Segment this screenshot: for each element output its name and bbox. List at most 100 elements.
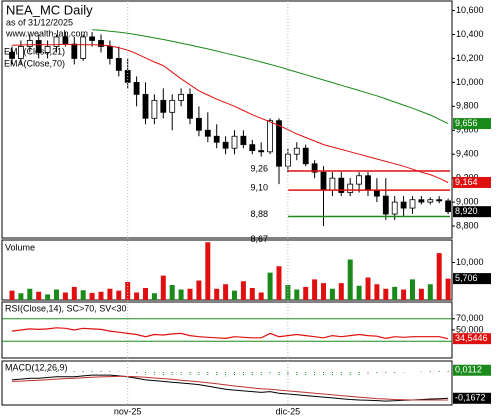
candle-body (222, 141, 229, 149)
level-label: 8,88 (250, 209, 268, 219)
level-label: 8,67 (250, 234, 268, 244)
volume-bar (240, 281, 246, 300)
candle-body (187, 93, 193, 119)
volume-bar (125, 282, 131, 300)
candle-body (311, 163, 318, 173)
candle-body (427, 199, 434, 203)
volume-bar (445, 278, 451, 300)
ema-line (92, 29, 449, 125)
x-tick-label: dic-25 (276, 406, 301, 416)
volume-bar (9, 290, 15, 300)
volume-bar (401, 289, 407, 300)
candle-body (160, 99, 167, 113)
volume-bar (54, 289, 59, 300)
candle-body (169, 99, 176, 113)
candle-body (115, 58, 122, 71)
last-value-label: 5,706 (455, 273, 478, 283)
volume-bar (151, 293, 157, 300)
volume-bar (392, 286, 398, 300)
volume-bar (98, 291, 104, 300)
volume-bar (160, 275, 166, 300)
candle-body (382, 195, 389, 215)
volume-bar (18, 293, 24, 300)
candle-body (445, 200, 452, 213)
last-value-label: 0,0112 (455, 365, 482, 375)
last-value-label: -0,1672 (455, 393, 486, 403)
last-value-label-box (453, 273, 491, 285)
volume-bar (223, 284, 229, 300)
level-label: 9,10 (250, 182, 268, 192)
x-tick-label: nov-25 (114, 406, 142, 416)
last-value-label-box (453, 206, 491, 218)
volume-bar (249, 288, 255, 300)
last-value-label-box (453, 392, 491, 404)
volume-bar (303, 286, 309, 300)
candle-body (302, 147, 309, 165)
candle-body (231, 135, 238, 149)
candle-body (178, 93, 185, 101)
y-tick-label: 10,400 (456, 29, 484, 39)
volume-bar (418, 288, 424, 300)
chart-title: NEA_MC Daily (6, 2, 93, 17)
last-value-label-box (453, 333, 491, 345)
last-value-label-box (453, 364, 491, 376)
candle-body (320, 171, 327, 191)
volume-bar (62, 292, 68, 300)
ema-line (11, 43, 449, 183)
last-value-label: 9,164 (455, 177, 478, 187)
y-tick-label: 10,600 (456, 5, 484, 15)
volume-bar (116, 290, 122, 300)
volume-bar (383, 288, 389, 300)
candle-body (89, 36, 95, 41)
last-value-label: 8,920 (455, 206, 478, 216)
candle-body (17, 46, 24, 59)
panel-title: RSI(Close,14), SC>70, SV<30 (5, 303, 127, 313)
legend-entry: EMA(Close,21) (4, 46, 65, 56)
candle-body (249, 144, 256, 152)
y-tick-label: 10,200 (456, 53, 484, 63)
candle-body (62, 36, 69, 45)
macd-line (11, 375, 449, 401)
volume-bar (365, 277, 371, 300)
y-tick-label: 10,000 (456, 257, 484, 267)
candle-body (133, 81, 140, 95)
volume-bar (356, 285, 362, 300)
volume-bar (347, 259, 353, 300)
volume-bar (294, 289, 300, 300)
candle-body (142, 93, 149, 119)
subtitle: as of 31/12/2025 (6, 17, 73, 27)
volume-bar (196, 280, 202, 300)
last-value-label-box (453, 176, 491, 188)
source: www.wealth-lab.com (5, 28, 88, 38)
candle-body (293, 147, 300, 155)
volume-bar (134, 292, 140, 300)
volume-bar (232, 290, 237, 300)
candle-body (44, 46, 51, 53)
candle-body (329, 177, 336, 191)
volume-bar (89, 292, 95, 300)
volume-bar (71, 286, 77, 300)
level-label: 9,26 (250, 163, 268, 173)
volume-bar (205, 242, 211, 300)
volume-bar (338, 283, 344, 300)
candle-body (53, 36, 60, 47)
volume-bar (258, 292, 264, 300)
volume-bar (436, 253, 442, 300)
volume-bar (107, 288, 113, 300)
volume-bar (374, 284, 380, 300)
candle-body (35, 40, 42, 53)
volume-bar (329, 288, 335, 300)
legend-entry: EMA(Close,70) (4, 58, 65, 68)
candle-body (258, 150, 265, 153)
candle-body (400, 201, 407, 209)
price-panel (1, 0, 453, 239)
rsi-line (11, 327, 449, 340)
candle-body (71, 43, 78, 59)
y-tick-label: 10,000 (456, 77, 484, 87)
volume-bar (276, 266, 282, 300)
volume-bar (427, 284, 433, 300)
volume-bar (187, 288, 193, 300)
volume-bar (267, 272, 273, 300)
